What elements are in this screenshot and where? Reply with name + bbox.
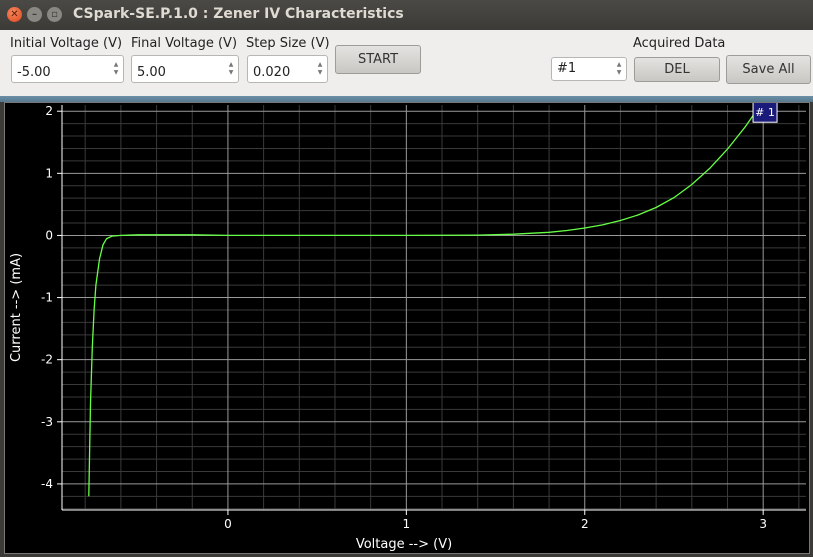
series-line-1 xyxy=(88,110,757,497)
plot-area: 0 1 2 3 2 1 0 -1 -2 -3 -4 # 1 Voltage --> (V) Curre… xyxy=(4,101,810,554)
axis-labels: Voltage --> (V) Current --> (mA) xyxy=(9,253,452,552)
y-tick-label: -2 xyxy=(41,353,53,367)
dataset-select-value: #1 xyxy=(557,61,577,76)
window-title: CSpark-SE.P.1.0 : Zener IV Characteristi… xyxy=(73,6,404,22)
tick-labels: 0 1 2 3 2 1 0 -1 -2 -3 -4 xyxy=(41,104,767,531)
x-tick-label: 3 xyxy=(759,517,767,531)
x-tick-label: 0 xyxy=(224,517,232,531)
major-grid xyxy=(62,105,806,510)
spin-arrows-icon[interactable]: ▲ ▼ xyxy=(317,61,323,76)
title-bar: ✕ – ▫ CSpark-SE.P.1.0 : Zener IV Charact… xyxy=(0,0,813,30)
minimize-icon: – xyxy=(32,8,37,20)
y-tick-label: -1 xyxy=(41,291,53,305)
x-tick-label: 2 xyxy=(581,517,589,531)
y-tick-label: -4 xyxy=(41,477,53,491)
maximize-window-button[interactable]: ▫ xyxy=(47,7,62,22)
final-voltage-label: Final Voltage (V) xyxy=(131,36,238,51)
minimize-window-button[interactable]: – xyxy=(27,7,42,22)
start-button[interactable]: START xyxy=(335,45,421,74)
close-window-button[interactable]: ✕ xyxy=(7,7,22,22)
step-size-spinbox[interactable]: ▲▼ xyxy=(247,55,328,83)
initial-voltage-input[interactable] xyxy=(12,56,109,82)
x-axis-title: Voltage --> (V) xyxy=(356,537,452,552)
save-all-button[interactable]: Save All xyxy=(726,55,811,84)
spin-arrows-icon[interactable]: ▲ ▼ xyxy=(113,61,119,76)
control-panel: Initial Voltage (V) ▲▼ Final Voltage (V)… xyxy=(0,30,813,96)
step-size-input[interactable] xyxy=(248,56,313,82)
series-tag-label: # 1 xyxy=(755,106,775,119)
close-icon: ✕ xyxy=(10,8,19,20)
series-tag-1: # 1 xyxy=(752,101,778,123)
y-tick-label: 1 xyxy=(45,166,53,180)
y-axis-title: Current --> (mA) xyxy=(9,253,24,362)
final-voltage-spinbox[interactable]: ▲▼ xyxy=(131,55,239,83)
panel-separator xyxy=(0,96,813,102)
step-size-label: Step Size (V) xyxy=(246,36,330,51)
delete-button[interactable]: DEL xyxy=(634,57,720,82)
y-tick-label: 0 xyxy=(45,228,53,242)
minor-grid xyxy=(62,105,806,510)
acquired-data-label: Acquired Data xyxy=(633,36,726,51)
initial-voltage-label: Initial Voltage (V) xyxy=(10,36,123,51)
y-tick-label: -3 xyxy=(41,415,53,429)
final-voltage-input[interactable] xyxy=(132,56,224,82)
dataset-select[interactable]: #1 ▲ ▼ xyxy=(551,57,627,81)
spin-arrows-icon[interactable]: ▲ ▼ xyxy=(228,61,234,76)
select-arrows-icon: ▲ ▼ xyxy=(616,61,622,76)
maximize-icon: ▫ xyxy=(51,8,58,20)
y-tick-label: 2 xyxy=(45,104,53,118)
series-group: # 1 xyxy=(88,101,778,497)
iv-plot: 0 1 2 3 2 1 0 -1 -2 -3 -4 # 1 Voltage --> (V) Curre… xyxy=(9,101,806,552)
x-tick-label: 1 xyxy=(403,517,411,531)
initial-voltage-spinbox[interactable]: ▲▼ xyxy=(11,55,124,83)
series-tag-box xyxy=(752,101,778,123)
plot-axes xyxy=(57,105,806,515)
